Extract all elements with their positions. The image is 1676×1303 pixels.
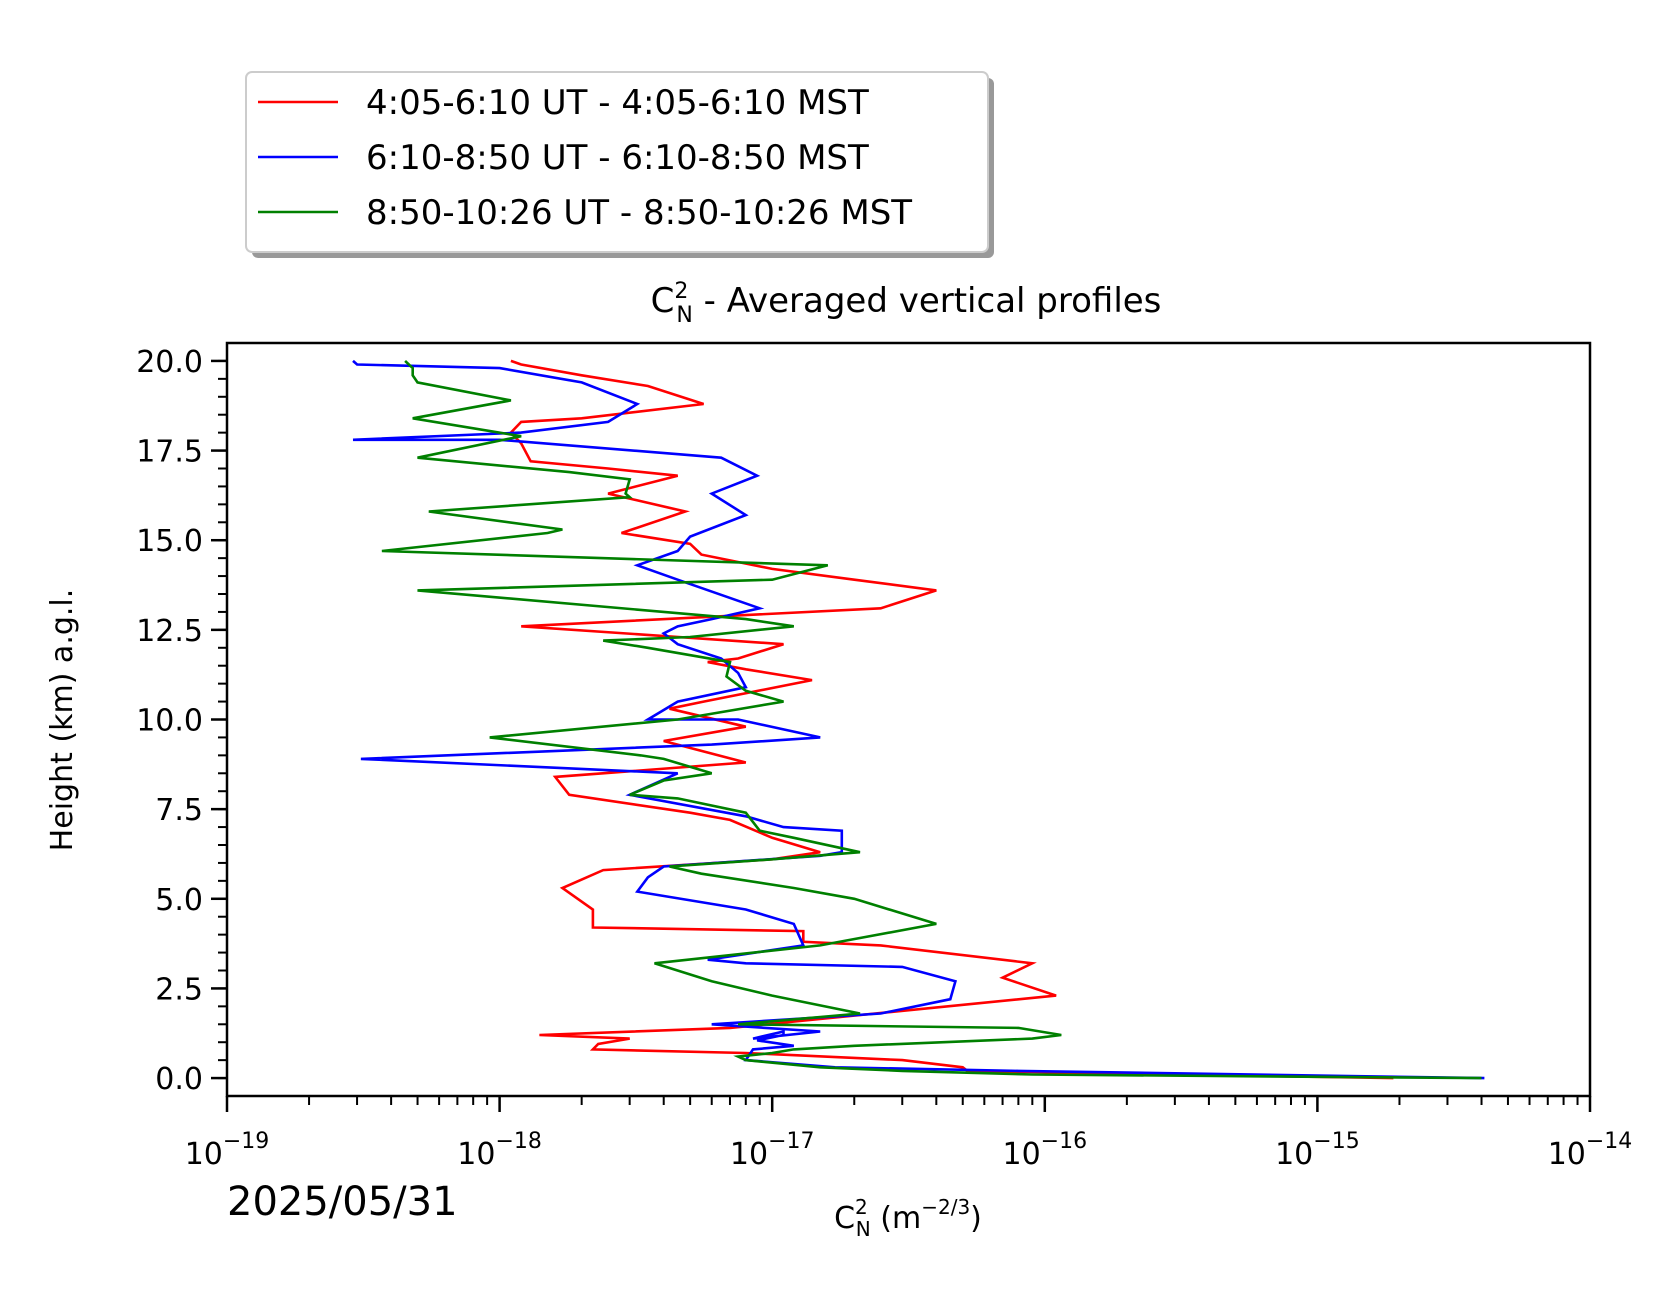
y-tick-label: 10.0 (136, 704, 203, 739)
chart-title: C2 N - Averaged vertical profiles (651, 279, 1162, 328)
x-tick-exponent: −17 (768, 1129, 814, 1154)
x-tick-exponent: −14 (1586, 1129, 1632, 1154)
chart-title-main: C (651, 281, 675, 321)
x-tick-label: 10−19 (185, 1129, 270, 1172)
y-tick-label: 7.5 (155, 793, 203, 828)
series-line-3 (381, 359, 1482, 1080)
x-tick-base: 10 (185, 1137, 223, 1172)
chart-title-rest: - Averaged vertical profiles (693, 281, 1162, 321)
x-tick-label: 10−15 (1275, 1129, 1360, 1172)
y-tick-label: 20.0 (136, 345, 203, 380)
y-tick-label: 2.5 (155, 972, 203, 1007)
x-tick-base: 10 (730, 1137, 768, 1172)
x-tick-label: 10−17 (730, 1129, 815, 1172)
y-tick-label: 5.0 (155, 883, 203, 918)
x-tick-label: 10−16 (1002, 1129, 1087, 1172)
x-tick-base: 10 (1275, 1137, 1313, 1172)
date-label: 2025/05/31 (227, 1179, 458, 1225)
legend-label-1: 4:05-6:10 UT - 4:05-6:10 MST (366, 83, 869, 123)
y-axis-title: Height (km) a.g.l. (45, 589, 80, 852)
legend-label-3: 8:50-10:26 UT - 8:50-10:26 MST (366, 193, 912, 233)
x-axis-title-rest: (m (871, 1201, 921, 1236)
legend: 4:05-6:10 UT - 4:05-6:10 MST 6:10-8:50 UT… (245, 71, 994, 258)
chart-title-sub: N (676, 303, 692, 328)
legend-label-2: 6:10-8:50 UT - 6:10-8:50 MST (366, 138, 869, 178)
x-axis-title-main: C (834, 1201, 855, 1236)
x-tick-label: 10−14 (1548, 1129, 1633, 1172)
x-axis: 10−19 10−18 10−17 10−16 10−15 10−14 (185, 1096, 1633, 1172)
x-tick-exponent: −19 (223, 1129, 269, 1154)
x-axis-title: C2 N (m−2/3) (834, 1195, 982, 1241)
x-axis-title-sub: N (856, 1217, 871, 1241)
x-tick-exponent: −16 (1041, 1129, 1087, 1154)
x-tick-label: 10−18 (457, 1129, 542, 1172)
y-tick-label: 15.0 (136, 524, 203, 559)
y-tick-label: 12.5 (136, 614, 203, 649)
y-tick-label: 17.5 (136, 435, 203, 470)
x-axis-title-unit-sup: −2/3 (921, 1195, 970, 1219)
series-layer (352, 359, 1485, 1080)
x-tick-base: 10 (457, 1137, 495, 1172)
x-tick-exponent: −18 (495, 1129, 541, 1154)
chart-title-sup: 2 (674, 279, 688, 304)
y-axis: 0.0 2.5 5.0 7.5 10.0 12.5 15.0 17.5 20.0 (136, 345, 227, 1097)
x-tick-base: 10 (1002, 1137, 1040, 1172)
y-tick-label: 0.0 (155, 1062, 203, 1097)
x-axis-title-close: ) (970, 1201, 982, 1236)
x-tick-base: 10 (1548, 1137, 1586, 1172)
series-line-1 (509, 359, 1394, 1080)
x-tick-exponent: −15 (1313, 1129, 1359, 1154)
x-axis-title-sup: 2 (855, 1195, 868, 1219)
series-line-2 (352, 359, 1485, 1080)
legend-box (245, 71, 989, 253)
